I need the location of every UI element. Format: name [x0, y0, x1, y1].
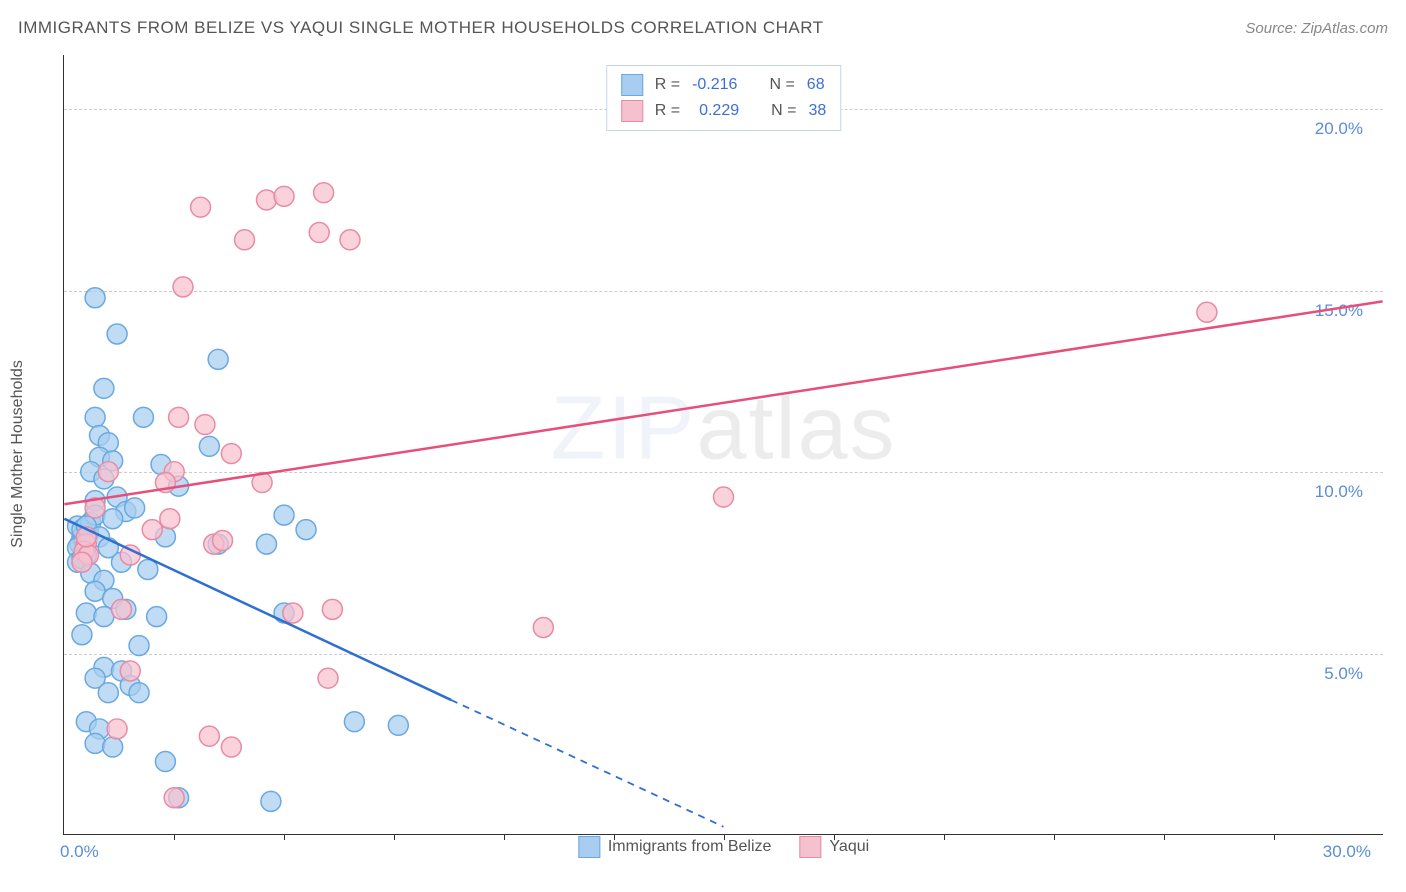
data-point: [221, 737, 241, 757]
series-label-belize: Immigrants from Belize: [608, 838, 772, 856]
data-point: [160, 509, 180, 529]
data-point: [107, 719, 127, 739]
data-point: [111, 599, 131, 619]
x-axis-max-label: 30.0%: [1323, 842, 1371, 862]
plot-area: ZIPatlas 5.0%10.0%15.0%20.0% 0.0% 30.0% …: [63, 55, 1383, 835]
source-name: ZipAtlas.com: [1301, 20, 1388, 37]
series-legend: Immigrants from Belize Yaqui: [578, 836, 869, 858]
data-point: [98, 462, 118, 482]
data-point: [235, 230, 255, 250]
r-label: R =: [655, 102, 680, 120]
data-point: [1197, 302, 1217, 322]
data-point: [173, 277, 193, 297]
data-point: [103, 509, 123, 529]
data-point: [309, 223, 329, 243]
data-point: [85, 288, 105, 308]
x-tick-mark: [504, 834, 505, 840]
data-point: [133, 407, 153, 427]
data-point: [318, 668, 338, 688]
series-legend-item-yaqui: Yaqui: [799, 836, 869, 858]
data-point: [261, 791, 281, 811]
correlation-legend-row-2: R = 0.229 N = 38: [621, 98, 827, 124]
data-point: [714, 487, 734, 507]
data-point: [107, 324, 127, 344]
data-point: [283, 603, 303, 623]
x-tick-mark: [1054, 834, 1055, 840]
data-point: [256, 190, 276, 210]
chart-container: Single Mother Households ZIPatlas 5.0%10…: [48, 55, 1388, 835]
belize-swatch-icon: [621, 74, 643, 96]
regression-line: [451, 700, 723, 827]
data-point: [103, 737, 123, 757]
yaqui-swatch-icon: [799, 836, 821, 858]
data-point: [129, 636, 149, 656]
y-axis-label: Single Mother Households: [9, 360, 27, 548]
data-point: [85, 733, 105, 753]
data-point: [125, 498, 145, 518]
data-point: [256, 534, 276, 554]
data-point: [388, 715, 408, 735]
x-tick-mark: [284, 834, 285, 840]
x-tick-mark: [174, 834, 175, 840]
n-label: N =: [769, 76, 794, 94]
regression-line: [64, 301, 1382, 504]
data-point: [142, 520, 162, 540]
data-point: [120, 661, 140, 681]
series-label-yaqui: Yaqui: [829, 838, 869, 856]
x-tick-mark: [1274, 834, 1275, 840]
data-point: [322, 599, 342, 619]
yaqui-swatch-icon: [621, 100, 643, 122]
data-point: [164, 788, 184, 808]
data-point: [199, 726, 219, 746]
data-point: [221, 444, 241, 464]
source-attribution: Source: ZipAtlas.com: [1245, 20, 1388, 37]
data-point: [344, 712, 364, 732]
yaqui-r-value: 0.229: [692, 102, 739, 120]
data-point: [296, 520, 316, 540]
scatter-plot-svg: [64, 55, 1383, 834]
data-point: [195, 415, 215, 435]
belize-swatch-icon: [578, 836, 600, 858]
data-point: [85, 407, 105, 427]
data-point: [191, 197, 211, 217]
data-point: [147, 607, 167, 627]
data-point: [199, 436, 219, 456]
data-point: [120, 545, 140, 565]
data-point: [340, 230, 360, 250]
belize-n-value: 68: [807, 76, 825, 94]
data-point: [533, 617, 553, 637]
correlation-legend: R = -0.216 N = 68 R = 0.229 N = 38: [606, 65, 842, 131]
n-label: N =: [771, 102, 796, 120]
data-point: [72, 625, 92, 645]
x-tick-mark: [1164, 834, 1165, 840]
data-point: [98, 683, 118, 703]
data-point: [274, 505, 294, 525]
series-legend-item-belize: Immigrants from Belize: [578, 836, 772, 858]
data-point: [169, 407, 189, 427]
x-tick-mark: [944, 834, 945, 840]
data-point: [208, 349, 228, 369]
data-point: [72, 552, 92, 572]
r-label: R =: [655, 76, 680, 94]
data-point: [76, 603, 96, 623]
data-point: [314, 183, 334, 203]
chart-title: IMMIGRANTS FROM BELIZE VS YAQUI SINGLE M…: [18, 18, 824, 38]
x-axis-min-label: 0.0%: [60, 842, 99, 862]
data-point: [274, 186, 294, 206]
belize-r-value: -0.216: [692, 76, 737, 94]
data-point: [129, 683, 149, 703]
x-tick-mark: [394, 834, 395, 840]
data-point: [155, 752, 175, 772]
yaqui-n-value: 38: [808, 102, 826, 120]
data-point: [94, 378, 114, 398]
source-prefix: Source:: [1245, 20, 1301, 37]
data-point: [213, 531, 233, 551]
correlation-legend-row-1: R = -0.216 N = 68: [621, 72, 827, 98]
